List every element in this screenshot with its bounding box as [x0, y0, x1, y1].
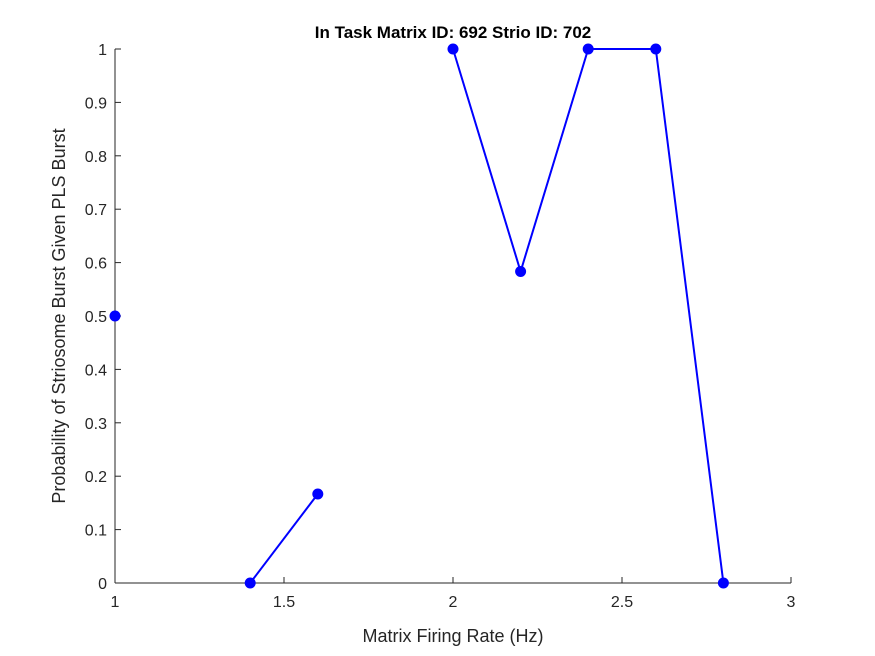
y-tick-label: 0.8 — [85, 149, 107, 166]
x-axis-label: Matrix Firing Rate (Hz) — [362, 626, 543, 646]
y-tick-label: 0.5 — [85, 309, 107, 326]
y-tick-label: 0 — [98, 576, 107, 593]
y-tick-label: 0.3 — [85, 416, 107, 433]
x-tick-label: 1.5 — [273, 594, 295, 611]
data-point — [312, 488, 324, 500]
y-tick-label: 0.6 — [85, 256, 107, 273]
series-line — [249, 493, 319, 584]
y-ticks: 0 0.1 0.2 0.3 0.4 0.5 0.6 0.7 0.8 0.9 1 — [85, 42, 121, 593]
data-point — [717, 577, 729, 589]
y-axis-label: Probability of Striosome Burst Given PLS… — [49, 128, 69, 503]
series — [109, 43, 729, 589]
x-ticks: 1 1.5 2 2.5 3 — [111, 577, 796, 611]
x-tick-label: 3 — [787, 594, 796, 611]
data-point — [109, 310, 121, 322]
data-point — [515, 266, 527, 278]
y-tick-label: 0.4 — [85, 362, 107, 379]
x-tick-label: 2 — [449, 594, 458, 611]
y-tick-label: 0.7 — [85, 202, 107, 219]
data-point — [244, 577, 256, 589]
y-tick-label: 0.9 — [85, 95, 107, 112]
data-point — [650, 43, 662, 55]
x-tick-label: 2.5 — [611, 594, 633, 611]
y-tick-label: 1 — [98, 42, 107, 59]
data-point — [582, 43, 594, 55]
x-tick-label: 1 — [111, 594, 120, 611]
chart-title: In Task Matrix ID: 692 Strio ID: 702 — [315, 23, 592, 42]
y-tick-label: 0.1 — [85, 523, 107, 540]
data-point — [447, 43, 459, 55]
series-line — [452, 48, 725, 584]
y-tick-label: 0.2 — [85, 469, 107, 486]
